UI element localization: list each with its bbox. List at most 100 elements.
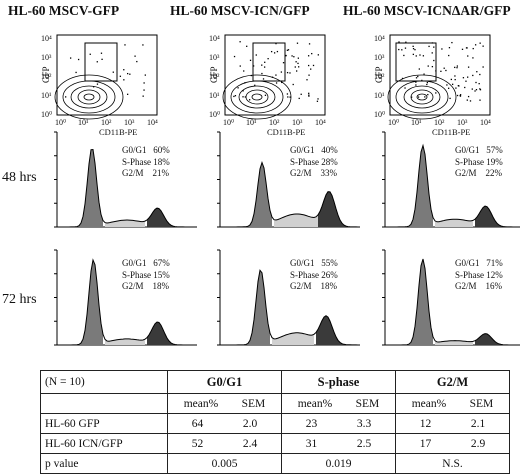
facs-event (404, 47, 407, 49)
facs-ylabel: GFP (41, 66, 51, 83)
facs-event (101, 58, 103, 60)
g0g1-peak (385, 145, 433, 227)
facs-x-tick: 10² (269, 118, 280, 127)
table-cell: 12 2.1 (395, 413, 510, 434)
facs-y-tick: 10⁴ (209, 34, 220, 43)
facs-frame (56, 34, 158, 116)
facs-event (424, 96, 426, 98)
facs-event (136, 60, 138, 63)
facs-event (459, 94, 462, 96)
facs-event (431, 52, 433, 54)
table-row-name: HL-60 ICN/GFP (40, 433, 168, 454)
facs-x-tick: 10⁴ (315, 118, 326, 127)
facs-event (244, 82, 246, 84)
g0g1-peak (385, 259, 433, 345)
column-title-icn-dar: HL-60 MSCV-ICNΔAR/GFP (343, 3, 511, 18)
facs-y-tick: 10⁴ (41, 34, 52, 43)
facs-contour (238, 85, 276, 109)
facs-event (456, 94, 459, 97)
s-phase-region (272, 332, 314, 345)
table-row-name: HL-60 GFP (40, 413, 168, 434)
facs-event (445, 69, 447, 72)
facs-event (401, 49, 403, 51)
facs-event (415, 55, 417, 57)
table-cell: 31 2.5 (281, 433, 396, 454)
facs-ylabel: GFP (374, 66, 384, 83)
facs-event (401, 77, 404, 80)
facs-event (270, 50, 273, 53)
facs-contour (230, 80, 284, 114)
facs-event (255, 54, 257, 56)
facs-event (479, 99, 481, 101)
facs-event (462, 77, 465, 79)
facs-event (306, 79, 308, 81)
facs-event (143, 82, 145, 84)
facs-x-tick: 10³ (292, 118, 303, 127)
facs-event (467, 76, 469, 78)
facs-event (243, 70, 245, 72)
facs-event (479, 73, 481, 76)
facs-event (476, 71, 478, 73)
table-cell (40, 393, 168, 414)
hist-outline (220, 269, 360, 346)
facs-event (417, 75, 419, 78)
facs-event (467, 66, 470, 68)
facs-event (316, 100, 319, 102)
stats-72-gfp: G0/G1 67% S-Phase 15% G2/M 18% (122, 258, 170, 291)
facs-event (478, 82, 480, 85)
facs-event (311, 52, 313, 55)
facs-event (479, 42, 481, 44)
table-cell: 64 2.0 (167, 413, 282, 434)
facs-event (466, 99, 468, 101)
facs-contour (222, 74, 292, 120)
facs-event (467, 95, 470, 98)
facs-event (461, 48, 464, 50)
facs-event (435, 92, 437, 94)
facs-event (455, 87, 457, 89)
facs-event (261, 64, 263, 66)
facs-event (410, 96, 413, 98)
facs-event (308, 74, 310, 76)
facs-event (275, 74, 277, 76)
facs-y-tick: 10¹ (374, 91, 385, 100)
facs-event (280, 71, 283, 73)
facs-x-tick: 10¹ (78, 118, 89, 127)
facs-event (317, 54, 319, 56)
facs-x-tick: 10¹ (246, 118, 257, 127)
facs-contour (251, 93, 263, 101)
facs-event (233, 55, 236, 58)
facs-event (310, 68, 312, 70)
hist-outline (385, 258, 520, 346)
facs-event (126, 93, 129, 95)
facs-event (287, 96, 289, 98)
facs-event (295, 70, 298, 72)
facs-contour (403, 85, 441, 109)
facs-event (422, 55, 425, 57)
facs-event (472, 74, 474, 77)
facs-event (296, 42, 299, 44)
facs-event (459, 95, 462, 97)
facs-event (143, 89, 145, 91)
facs-event (308, 94, 310, 96)
facs-event (419, 54, 421, 56)
facs-y-tick: 10³ (41, 53, 52, 62)
facs-event (427, 65, 429, 67)
facs-event (404, 87, 406, 89)
facs-event (273, 52, 276, 54)
facs-event (134, 55, 136, 57)
facs-event (308, 43, 311, 45)
facs-event (144, 74, 146, 76)
facs-event (479, 88, 481, 90)
facs-contour (54, 74, 124, 120)
facs-event (300, 93, 302, 95)
facs-event (426, 81, 429, 84)
facs-event (289, 96, 291, 98)
facs-event (124, 44, 126, 46)
facs-event (286, 71, 289, 74)
facs-event (398, 41, 400, 43)
facs-event (450, 78, 453, 81)
facs-event (77, 58, 80, 61)
facs-event (469, 100, 472, 102)
g2m-peak (147, 322, 197, 345)
